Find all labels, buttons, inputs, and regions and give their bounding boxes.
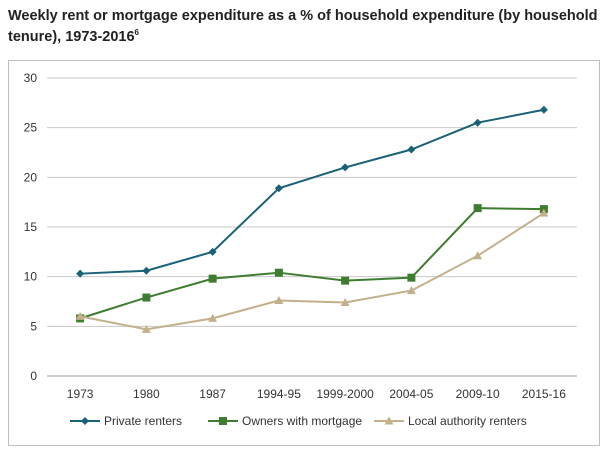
chart-title: Weekly rent or mortgage expenditure as a…: [8, 6, 604, 48]
y-tick-label: 0: [30, 369, 37, 383]
series-line: [79, 207, 544, 320]
y-tick-label: 25: [24, 121, 38, 135]
data-point: [142, 266, 151, 275]
data-point: [76, 269, 85, 278]
gridlines: [47, 77, 577, 377]
x-tick-label: 2004-05: [389, 387, 433, 401]
x-tick-label: 1973: [67, 387, 94, 401]
data-point: [208, 313, 218, 322]
legend-marker: [384, 416, 394, 425]
data-point: [539, 105, 548, 114]
y-tick-label: 5: [30, 319, 37, 333]
data-point: [274, 296, 284, 305]
legend-item: Local authority renters: [374, 414, 527, 428]
data-point: [341, 163, 350, 172]
x-tick-label: 1999-2000: [316, 387, 374, 401]
data-point: [406, 286, 416, 295]
data-point: [208, 247, 217, 256]
legend-item: Private renters: [70, 414, 182, 428]
legend-marker: [81, 417, 89, 425]
legend-marker: [219, 417, 227, 425]
data-point: [473, 251, 483, 260]
x-tick-label: 1994-95: [257, 387, 301, 401]
y-tick-label: 15: [24, 220, 38, 234]
data-point: [341, 276, 350, 285]
x-tick-label: 1980: [133, 387, 160, 401]
data-point: [274, 184, 283, 193]
x-tick-label: 2009-10: [456, 387, 500, 401]
series-local-authority-renters: [75, 208, 549, 333]
y-tick-label: 20: [24, 170, 38, 184]
data-point: [274, 268, 283, 277]
legend-label: Local authority renters: [408, 414, 527, 428]
chart-title-footnote: 6: [134, 28, 139, 38]
series-private-renters: [76, 105, 548, 278]
x-axis: 1973 1980 1987 1994-95 1999-2000 2004-05 2009-…: [67, 387, 566, 401]
x-tick-label: 2015-16: [522, 387, 566, 401]
data-point: [473, 118, 482, 127]
data-point: [142, 293, 151, 302]
data-point: [407, 273, 416, 282]
series-line: [80, 108, 545, 275]
legend-label: Private renters: [104, 414, 182, 428]
y-axis: 0 5 10 15 20 25 30: [24, 71, 38, 383]
data-point: [473, 204, 482, 213]
chart-title-text: Weekly rent or mortgage expenditure as a…: [8, 8, 598, 45]
data-point: [141, 324, 151, 333]
y-tick-label: 10: [24, 270, 38, 284]
data-point: [407, 145, 416, 154]
data-point: [75, 311, 85, 320]
series-line: [79, 212, 545, 331]
y-tick-label: 30: [24, 71, 38, 85]
series-owners-with-mortgage: [76, 204, 548, 323]
legend: Private renters Owners with mortgage Local…: [70, 414, 527, 428]
legend-label: Owners with mortgage: [242, 414, 362, 428]
chart-frame: [8, 60, 600, 446]
x-tick-label: 1987: [199, 387, 226, 401]
data-point: [208, 274, 217, 283]
legend-item: Owners with mortgage: [208, 414, 362, 428]
series-group: [75, 105, 549, 333]
data-point: [340, 297, 350, 306]
data-point: [539, 208, 549, 217]
